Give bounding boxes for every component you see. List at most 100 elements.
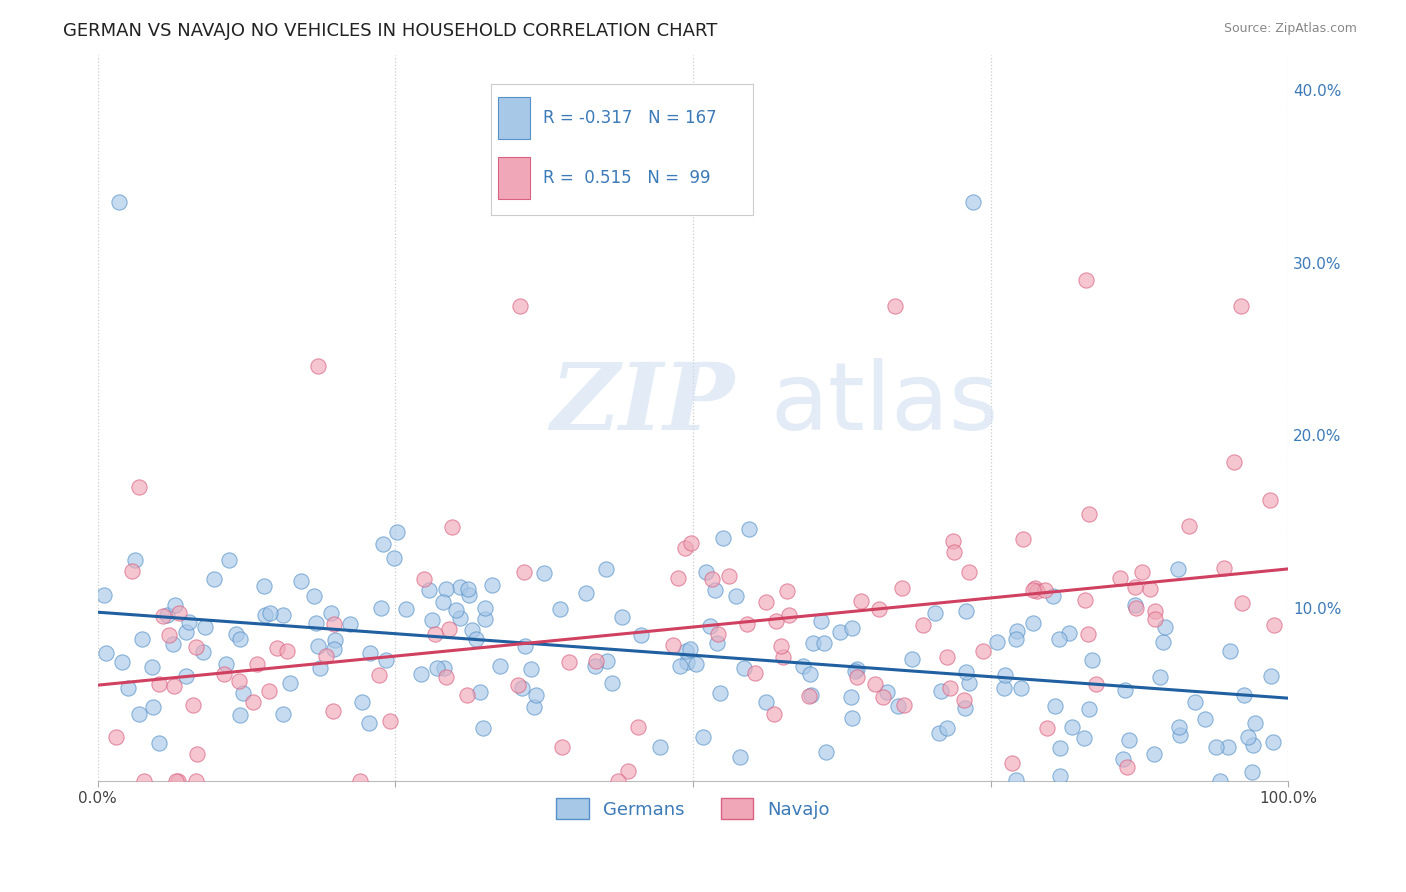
Point	[307, 359, 329, 374]
Point	[1153, 620, 1175, 634]
Point	[319, 606, 342, 620]
Point	[194, 619, 217, 633]
Point	[131, 632, 153, 647]
Point	[1205, 739, 1227, 754]
Point	[1011, 532, 1033, 546]
Point	[769, 639, 792, 653]
Point	[953, 701, 976, 715]
Point	[1243, 715, 1265, 730]
Point	[246, 657, 269, 672]
Point	[513, 639, 536, 653]
Point	[1139, 582, 1161, 597]
Point	[1001, 756, 1024, 771]
Point	[755, 695, 778, 709]
Point	[229, 708, 252, 723]
Point	[692, 730, 714, 744]
Point	[1168, 720, 1191, 734]
Point	[1177, 519, 1199, 533]
Point	[471, 721, 494, 735]
Point	[1021, 616, 1043, 631]
Point	[765, 614, 787, 628]
Point	[676, 655, 699, 669]
Point	[863, 677, 886, 691]
Point	[157, 628, 180, 642]
Point	[1130, 565, 1153, 579]
Point	[673, 541, 696, 555]
Point	[924, 606, 946, 620]
Point	[163, 679, 186, 693]
Point	[142, 699, 165, 714]
Point	[229, 632, 252, 646]
Point	[371, 537, 394, 551]
Point	[675, 644, 697, 658]
Point	[368, 668, 391, 682]
Point	[512, 681, 534, 696]
Point	[305, 616, 328, 631]
Point	[1170, 728, 1192, 742]
Point	[610, 610, 633, 624]
Point	[352, 695, 374, 709]
Point	[420, 613, 443, 627]
Point	[1074, 592, 1097, 607]
Point	[387, 524, 409, 539]
Point	[257, 683, 280, 698]
Point	[1261, 734, 1284, 748]
Point	[709, 686, 731, 700]
Point	[762, 707, 785, 722]
Point	[148, 736, 170, 750]
Point	[323, 642, 346, 657]
Point	[700, 573, 723, 587]
Point	[339, 616, 361, 631]
Point	[1118, 732, 1140, 747]
Point	[1073, 731, 1095, 746]
Point	[1143, 612, 1166, 626]
Point	[395, 602, 418, 616]
Point	[434, 670, 457, 684]
Point	[167, 607, 190, 621]
Point	[218, 553, 240, 567]
Point	[845, 662, 868, 676]
Point	[891, 582, 914, 596]
Point	[792, 659, 814, 673]
Point	[558, 655, 581, 669]
Point	[1258, 493, 1281, 508]
Point	[524, 688, 547, 702]
Point	[955, 665, 977, 679]
Point	[456, 688, 478, 702]
Point	[704, 583, 727, 598]
Point	[509, 299, 531, 313]
Point	[1111, 752, 1133, 766]
Point	[1230, 299, 1253, 313]
Point	[349, 774, 371, 789]
Point	[718, 569, 741, 583]
Point	[426, 661, 449, 675]
Point	[359, 646, 381, 660]
Point	[441, 520, 464, 534]
Point	[322, 704, 344, 718]
Point	[1115, 760, 1137, 774]
Point	[728, 750, 751, 764]
Point	[186, 774, 208, 789]
Point	[799, 689, 821, 703]
Point	[191, 645, 214, 659]
Point	[669, 658, 692, 673]
Point	[803, 636, 825, 650]
Point	[935, 650, 957, 665]
Point	[929, 684, 952, 698]
Point	[1241, 764, 1264, 779]
Point	[323, 617, 346, 632]
Point	[1236, 730, 1258, 744]
Point	[1241, 738, 1264, 752]
Point	[1233, 688, 1256, 702]
Point	[744, 665, 766, 680]
Point	[232, 686, 254, 700]
Point	[1114, 683, 1136, 698]
Point	[595, 562, 617, 576]
Point	[156, 608, 179, 623]
Point	[1212, 561, 1234, 575]
Point	[1184, 695, 1206, 709]
Point	[165, 774, 187, 789]
Point	[370, 601, 392, 615]
Point	[706, 636, 728, 650]
Point	[962, 195, 984, 210]
